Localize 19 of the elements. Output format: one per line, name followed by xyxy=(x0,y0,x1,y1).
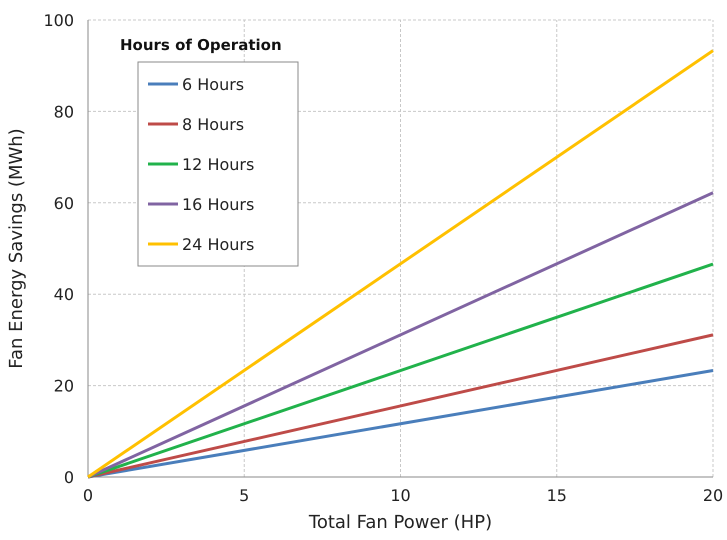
y-tick-label: 80 xyxy=(54,102,74,122)
x-tick-label: 10 xyxy=(390,486,411,505)
x-tick-label: 15 xyxy=(546,486,567,505)
x-tick-label: 5 xyxy=(239,486,250,505)
x-tick-label: 0 xyxy=(82,486,94,505)
x-tick-label: 20 xyxy=(702,486,724,505)
y-tick-label: 60 xyxy=(54,194,74,213)
legend-label: 24 Hours xyxy=(182,235,254,254)
y-tick-label: 100 xyxy=(43,11,74,30)
y-tick-label: 0 xyxy=(64,468,74,487)
legend-title: Hours of Operation xyxy=(120,36,282,54)
y-tick-label: 40 xyxy=(54,285,74,304)
y-tick-label: 20 xyxy=(54,376,74,396)
legend-label: 8 Hours xyxy=(182,115,244,134)
legend-label: 6 Hours xyxy=(182,75,244,94)
legend-label: 12 Hours xyxy=(182,155,254,174)
legend-label: 16 Hours xyxy=(182,195,254,214)
x-axis-title: Total Fan Power (HP) xyxy=(308,512,492,533)
y-axis-title: Fan Energy Savings (MWh) xyxy=(6,128,27,369)
